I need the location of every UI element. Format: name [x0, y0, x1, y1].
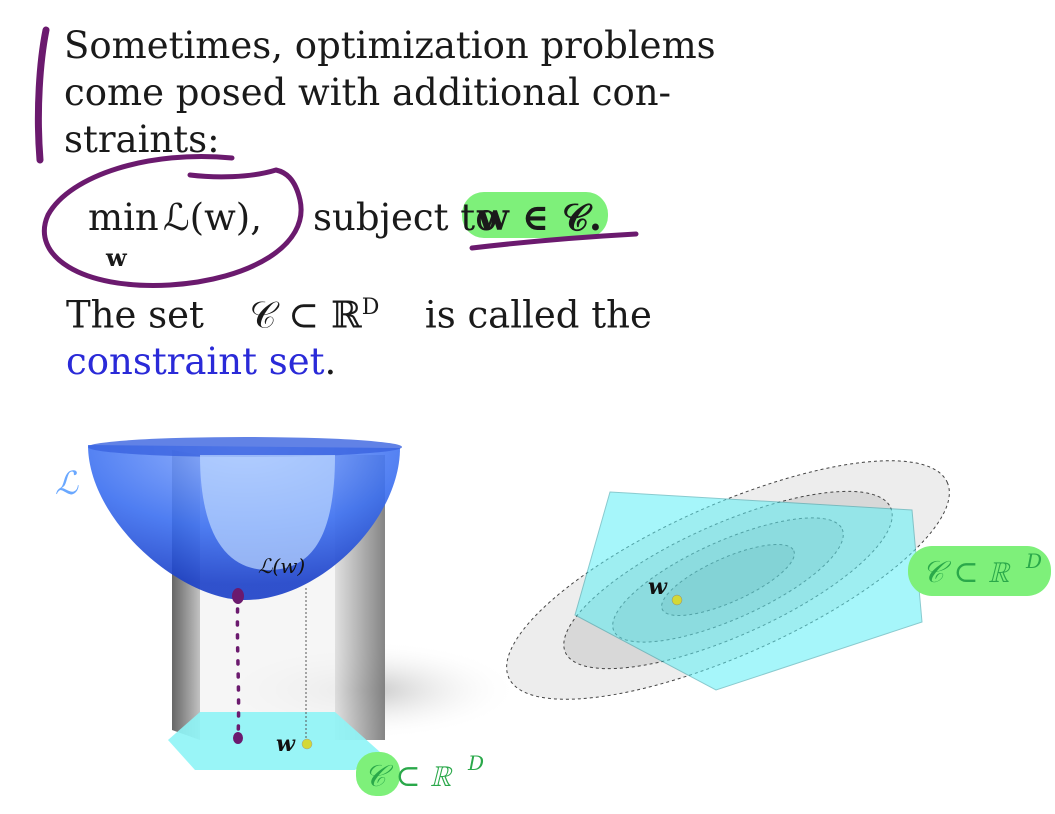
constraint-label-right-highlight	[908, 546, 1051, 596]
constraint-label-left-sup: D	[467, 751, 484, 775]
eq-constraint: w ∈ 𝒞.	[477, 195, 602, 239]
end-point	[233, 732, 243, 744]
the-set-text: The set	[66, 293, 204, 337]
intro-line-1: Sometimes, optimization problems	[64, 24, 716, 67]
bowl-inner	[200, 455, 335, 570]
eq-subject-to: subject to	[313, 196, 498, 239]
constraint-highlight	[462, 192, 608, 238]
period: .	[324, 340, 337, 384]
intro-paragraph: Sometimes, optimization problems come po…	[64, 22, 716, 163]
solution-point-left	[301, 738, 313, 750]
constraint-paragraph: The set 𝒞 ⊂ ℝD is called the constraint …	[66, 284, 652, 385]
loss-label: ℒ	[55, 464, 79, 502]
eq-loss: ℒ(w),	[163, 196, 262, 239]
set-notation: 𝒞 ⊂ ℝ	[249, 293, 362, 337]
loss-value-label: ℒ(w)	[258, 554, 305, 578]
intro-line-3: straints:	[64, 118, 220, 161]
constraint-set-right	[574, 491, 923, 691]
bowl-rim	[88, 437, 402, 457]
descent-path	[235, 594, 241, 740]
called-text: is called the	[424, 293, 652, 337]
annotation-bar	[34, 26, 50, 164]
constraint-underline	[469, 231, 639, 251]
constraint-line-2: constraint set.	[66, 338, 616, 385]
w-label-right: w	[648, 574, 668, 600]
constraint-label-right: 𝒞 ⊂ ℝ	[922, 555, 1011, 590]
constraint-label-left: 𝒞 ⊂ ℝ	[364, 759, 453, 794]
constraint-line-1: The set 𝒞 ⊂ ℝD is called the	[66, 284, 652, 338]
solution-point-right	[671, 594, 683, 606]
objective-circle	[41, 154, 304, 288]
w-label-left: w	[276, 731, 296, 757]
eq-min: min	[88, 196, 159, 239]
set-superscript: D	[361, 295, 380, 320]
constraint-set-left	[168, 712, 380, 770]
constraint-label-left-highlight	[356, 752, 400, 796]
eq-min-subscript: w	[106, 243, 127, 272]
start-point	[232, 588, 244, 604]
constraint-set-term: constraint set	[66, 340, 325, 384]
constraint-label-right-sup: D	[1025, 549, 1042, 573]
intro-line-2: come posed with additional con-	[64, 71, 672, 114]
